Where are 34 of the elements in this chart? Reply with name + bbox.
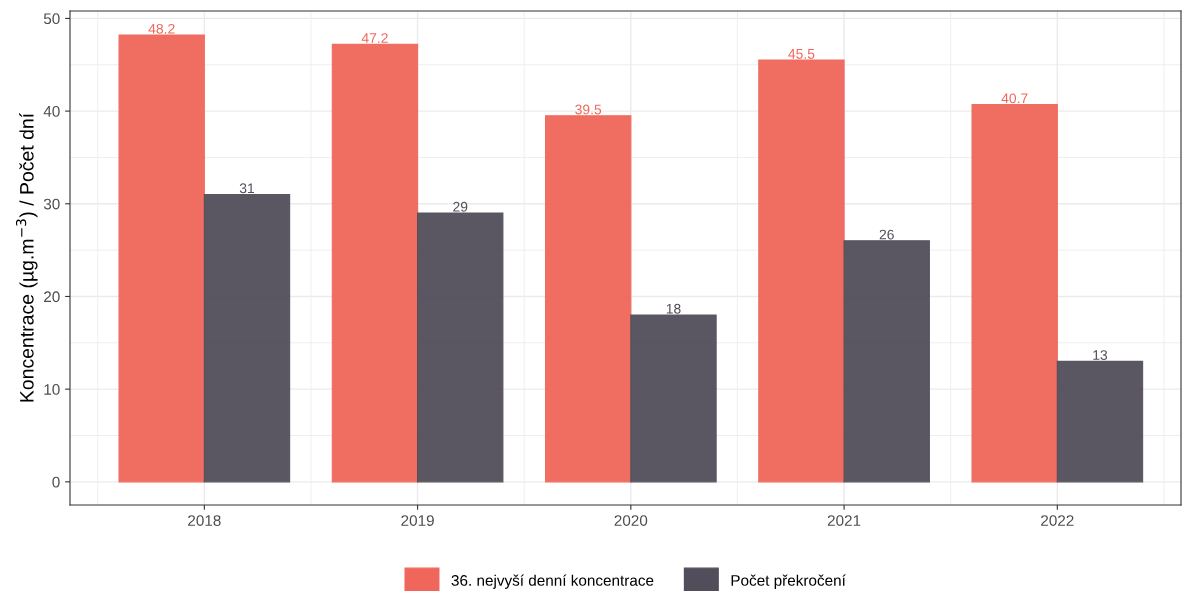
data-label: 40.7 xyxy=(1001,93,1028,104)
bar xyxy=(971,104,1058,483)
x-tick-label: 2018 xyxy=(188,515,221,526)
legend-label: 36. nejvyší denní koncentrace xyxy=(451,574,654,589)
bar xyxy=(758,59,845,483)
data-label: 31 xyxy=(239,183,255,194)
x-tick-label: 2022 xyxy=(1041,515,1074,526)
y-axis-title: Koncentrace (µg.m$^{−3}$) / Počet dní xyxy=(15,112,38,402)
bar xyxy=(331,43,419,483)
x-tick-label: 2021 xyxy=(827,515,861,526)
y-tick-label: 50 xyxy=(43,13,60,25)
data-label: 47.2 xyxy=(361,33,388,43)
data-label: 26 xyxy=(879,229,894,240)
data-label: 48.2 xyxy=(148,23,175,34)
legend-label: Počet překročení xyxy=(731,574,846,589)
y-tick-label: 40 xyxy=(43,105,60,117)
data-label: 39.5 xyxy=(575,104,602,115)
y-tick-label: 10 xyxy=(44,384,60,395)
y-tick-label: 20 xyxy=(44,291,60,303)
x-tick-label: 2020 xyxy=(614,515,648,526)
bar xyxy=(203,193,291,483)
bar xyxy=(843,240,930,483)
bar xyxy=(1056,360,1144,483)
data-label: 29 xyxy=(453,201,468,212)
bar xyxy=(544,115,632,483)
y-tick-label: 30 xyxy=(43,198,60,210)
bar xyxy=(630,314,717,483)
bar xyxy=(417,212,504,483)
data-label: 45.5 xyxy=(788,49,815,59)
data-label: 13 xyxy=(1093,350,1108,360)
x-tick-label: 2019 xyxy=(401,515,434,526)
data-label: 18 xyxy=(666,303,681,314)
bar xyxy=(118,34,205,483)
y-tick-label: 0 xyxy=(52,476,60,488)
